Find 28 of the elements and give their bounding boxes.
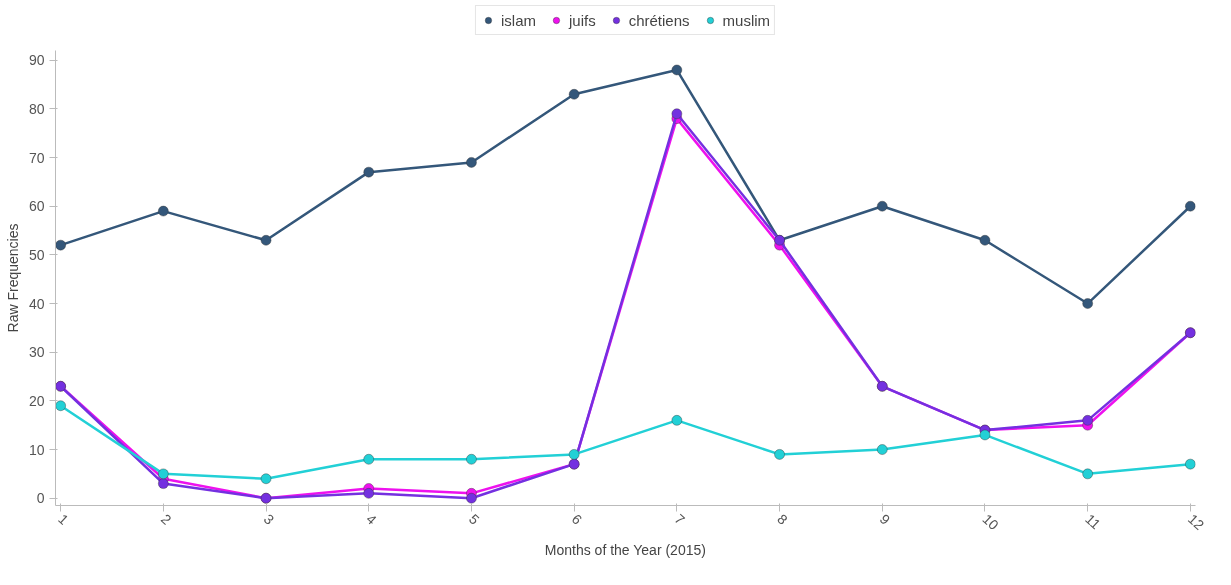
legend-label: muslim (722, 11, 771, 29)
y-tick-label: 90 (28, 52, 45, 69)
y-axis-title: Raw Frequencies (4, 223, 21, 333)
y-tick-label: 40 (28, 295, 45, 312)
x-tick-label: 5 (465, 510, 483, 528)
x-tick-label: 8 (774, 510, 791, 528)
x-tick-label: 12 (1184, 510, 1208, 534)
y-tick-label: 10 (28, 441, 45, 458)
y-tick-label: 0 (36, 490, 45, 507)
legend-label: islam (500, 11, 536, 29)
x-tick-label: 7 (671, 510, 689, 528)
legend-label: juifs (568, 11, 596, 29)
x-tick-label: 2 (157, 510, 175, 528)
y-tick-label: 50 (28, 246, 45, 263)
y-tick-label: 30 (28, 344, 45, 361)
legend-label: chrétiens (628, 11, 690, 29)
y-tick-label: 60 (28, 198, 45, 215)
y-tick-label: 80 (28, 100, 45, 117)
y-tick-label: 20 (28, 392, 45, 409)
x-tick-label: 1 (55, 510, 72, 528)
x-tick-label: 6 (568, 510, 586, 528)
x-tick-label: 10 (979, 510, 1002, 534)
x-axis-title: Months of the Year (2015) (544, 542, 706, 559)
x-tick-label: 11 (1082, 510, 1104, 533)
y-tick-label: 70 (28, 149, 45, 166)
x-tick-label: 3 (260, 510, 278, 528)
x-tick-label: 9 (876, 510, 894, 528)
x-tick-label: 4 (363, 510, 381, 528)
